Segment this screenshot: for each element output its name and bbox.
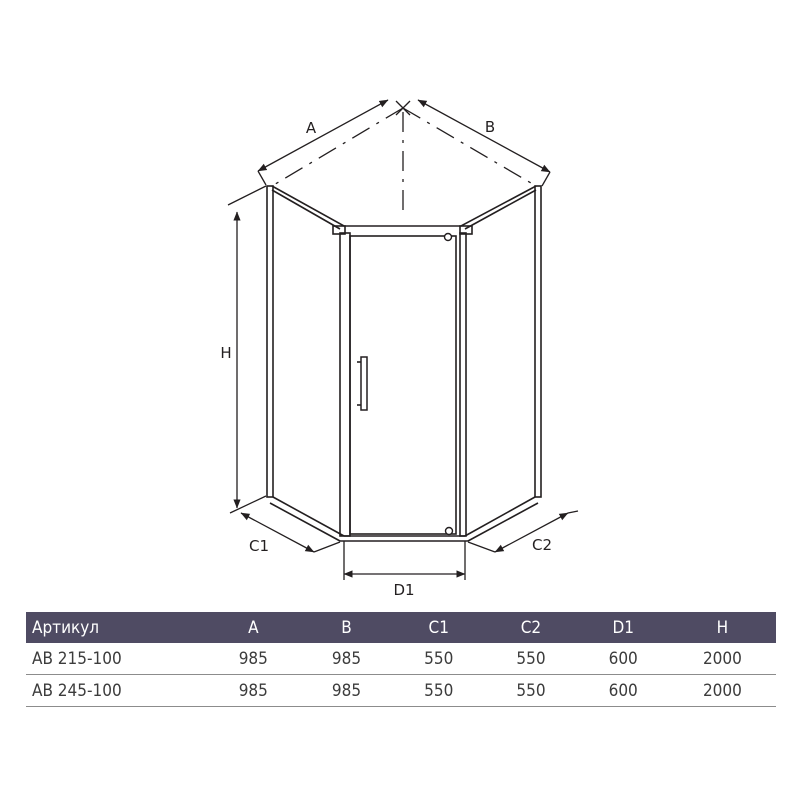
dim-label-h: H [220, 344, 231, 362]
shower-enclosure-diagram: A B H C1 C2 D1 [220, 99, 579, 599]
cell-h: 2000 [668, 674, 776, 707]
dim-label-b: B [485, 118, 495, 136]
cell-b: 985 [299, 643, 394, 675]
corner-cross [395, 100, 411, 116]
cell-c1: 550 [393, 643, 485, 675]
dimension-lines [227, 99, 579, 580]
header-article: Артикул [26, 612, 207, 643]
left-side-panel [266, 185, 345, 542]
header-h: H [668, 612, 776, 643]
cell-a: 985 [206, 674, 300, 707]
dim-label-d1: D1 [393, 581, 414, 599]
dim-label-c2: C2 [532, 536, 552, 554]
table-row: AB 215-100 985 985 550 550 600 2000 [26, 643, 776, 675]
cell-b: 985 [299, 674, 394, 707]
cell-article: AB 245-100 [26, 674, 207, 707]
header-b: B [299, 612, 394, 643]
table-row: AB 245-100 985 985 550 550 600 2000 [26, 674, 776, 707]
header-c1: C1 [393, 612, 485, 643]
cell-a: 985 [206, 643, 300, 675]
header-a: A [206, 612, 300, 643]
dimensions-table: Артикул A B C1 C2 D1 H AB 215-100 985 98… [26, 612, 776, 707]
cell-h: 2000 [668, 643, 776, 675]
cell-article: AB 215-100 [26, 643, 207, 675]
cell-c2: 550 [484, 674, 578, 707]
front-door [339, 232, 468, 542]
cell-c2: 550 [484, 643, 578, 675]
cell-d1: 600 [577, 643, 669, 675]
table-header-row: Артикул A B C1 C2 D1 H [26, 612, 776, 643]
door-hinges [443, 232, 454, 536]
right-side-panel [464, 185, 542, 542]
cell-d1: 600 [577, 674, 669, 707]
header-d1: D1 [577, 612, 669, 643]
center-lines [271, 107, 537, 212]
dim-label-a: A [306, 119, 317, 137]
enclosure-top [271, 185, 537, 235]
header-c2: C2 [484, 612, 578, 643]
dim-label-c1: C1 [249, 537, 269, 555]
cell-c1: 550 [393, 674, 485, 707]
